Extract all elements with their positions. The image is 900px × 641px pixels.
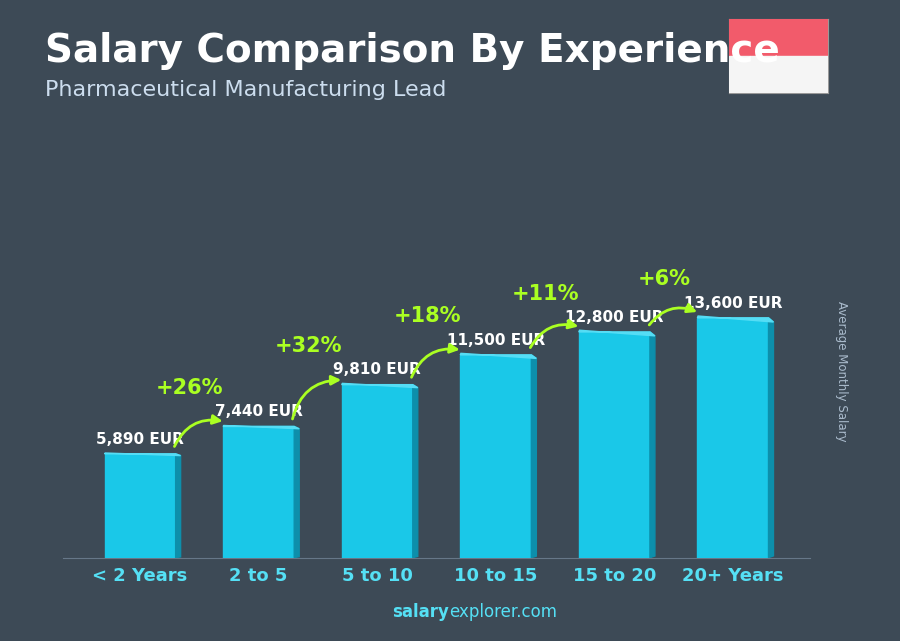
Polygon shape [650,332,655,558]
Text: 11,500 EUR: 11,500 EUR [446,333,544,347]
Text: +26%: +26% [156,378,223,398]
Text: 13,600 EUR: 13,600 EUR [684,296,782,311]
Text: Salary Comparison By Experience: Salary Comparison By Experience [45,32,779,70]
Polygon shape [294,426,299,558]
Bar [729,56,828,93]
Polygon shape [531,355,536,558]
Text: 5,890 EUR: 5,890 EUR [96,431,184,447]
Bar [579,332,650,558]
Text: 12,800 EUR: 12,800 EUR [565,310,663,325]
Polygon shape [698,316,773,322]
Text: salary: salary [392,603,449,621]
Text: 7,440 EUR: 7,440 EUR [215,404,302,419]
Bar [460,355,531,558]
Bar [223,426,294,558]
Text: Pharmaceutical Manufacturing Lead: Pharmaceutical Manufacturing Lead [45,80,446,100]
Polygon shape [176,454,181,558]
Polygon shape [579,330,655,336]
Bar [342,385,413,558]
Polygon shape [460,353,536,358]
Text: +18%: +18% [393,306,461,326]
Text: explorer.com: explorer.com [449,603,557,621]
Bar [104,454,176,558]
Text: Average Monthly Salary: Average Monthly Salary [835,301,848,442]
Bar [698,318,769,558]
Text: 9,810 EUR: 9,810 EUR [333,362,421,378]
Text: +11%: +11% [512,283,580,304]
Text: +6%: +6% [638,269,690,290]
Polygon shape [342,383,418,388]
Polygon shape [104,453,181,456]
Bar [729,19,828,56]
Text: +32%: +32% [274,337,342,356]
Polygon shape [413,385,418,558]
Polygon shape [223,426,299,429]
Polygon shape [769,318,773,558]
